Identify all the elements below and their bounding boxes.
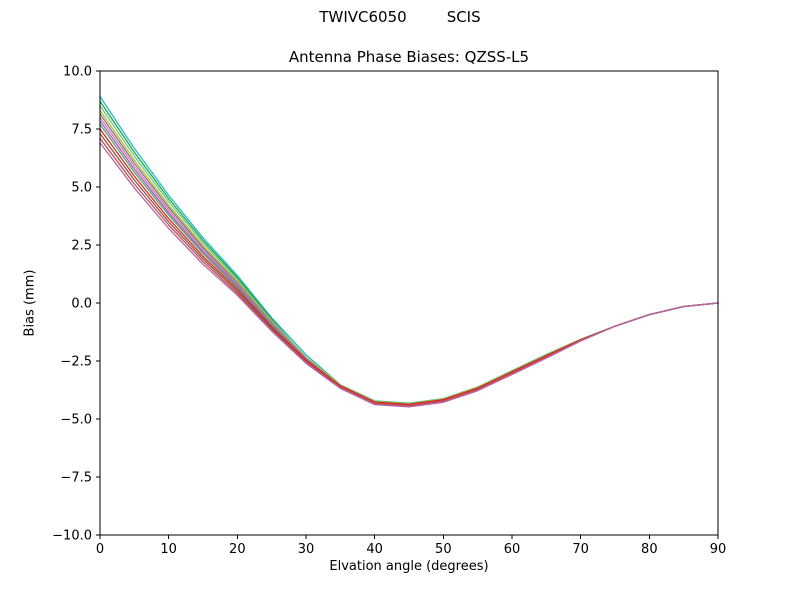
station-code-label: SCIS: [446, 8, 481, 26]
series-curve-05: [99, 113, 719, 407]
x-tick-label: 90: [710, 542, 727, 557]
series-curve-07: [99, 120, 719, 406]
x-tick-label: 40: [366, 542, 383, 557]
y-tick-label: 10.0: [63, 65, 92, 80]
x-tick-label: 60: [504, 542, 521, 557]
series-curve-10: [99, 132, 719, 408]
x-tick-label: 50: [435, 542, 452, 557]
series-curve-06: [99, 116, 719, 406]
y-tick-label: −5.0: [60, 413, 92, 428]
x-tick-label: 70: [572, 542, 589, 557]
station-id-label: TWIVC6050: [319, 8, 407, 26]
x-tick-label: 80: [641, 542, 658, 557]
y-tick-label: −7.5: [60, 471, 92, 486]
x-axis-label: Elvation angle (degrees): [329, 559, 489, 574]
y-tick-label: 0.0: [71, 297, 92, 312]
series-curve-08: [99, 123, 719, 407]
y-tick-label: 7.5: [71, 123, 92, 138]
series-curve-03: [99, 105, 719, 406]
x-tick-label: 10: [160, 542, 177, 557]
y-tick-label: −10.0: [52, 529, 92, 544]
series-curve-11: [99, 137, 719, 407]
chart-title: Antenna Phase Biases: QZSS-L5: [288, 48, 530, 66]
y-axis-label: Bias (mm): [22, 269, 38, 337]
x-tick-label: 20: [229, 542, 246, 557]
x-tick-label: 0: [96, 542, 104, 557]
series-curve-09: [99, 128, 719, 406]
x-tick-label: 30: [298, 542, 315, 557]
axes-frame: [99, 70, 719, 536]
y-tick-label: 2.5: [71, 239, 92, 254]
series-curve-12: [99, 142, 719, 408]
figure-suptitle: TWIVC6050 SCIS: [0, 8, 800, 26]
series-curve-04: [99, 109, 719, 405]
y-tick-label: 5.0: [71, 181, 92, 196]
y-tick-label: −2.5: [60, 355, 92, 370]
